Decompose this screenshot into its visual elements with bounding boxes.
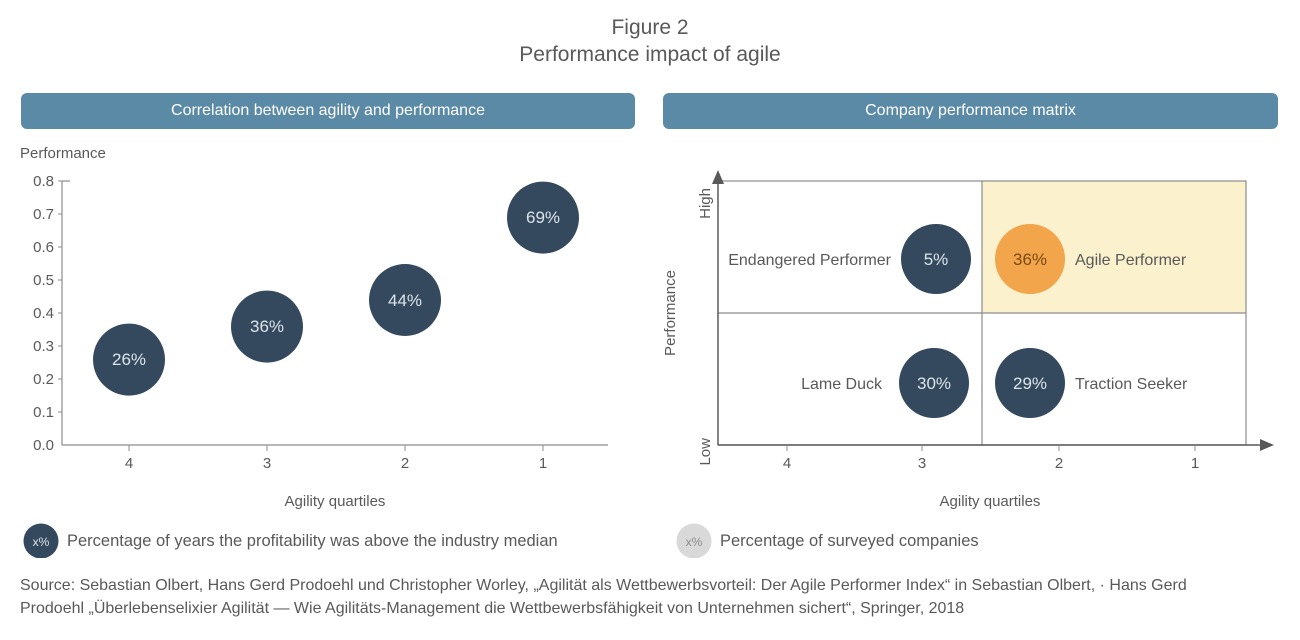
svg-text:0.2: 0.2 bbox=[33, 371, 54, 388]
svg-text:5%: 5% bbox=[924, 250, 949, 269]
svg-text:1: 1 bbox=[1191, 455, 1199, 472]
svg-text:Agility quartiles: Agility quartiles bbox=[940, 493, 1041, 510]
svg-text:36%: 36% bbox=[250, 317, 284, 336]
svg-text:0.0: 0.0 bbox=[33, 437, 54, 454]
svg-text:x%: x% bbox=[686, 535, 703, 549]
svg-text:0.4: 0.4 bbox=[33, 305, 54, 322]
svg-text:Performance: Performance bbox=[662, 270, 679, 356]
svg-text:Agile Performer: Agile Performer bbox=[1075, 252, 1187, 269]
svg-text:0.5: 0.5 bbox=[33, 272, 54, 289]
svg-text:0.8: 0.8 bbox=[33, 173, 54, 190]
svg-text:4: 4 bbox=[125, 455, 133, 472]
svg-text:Lame Duck: Lame Duck bbox=[801, 376, 883, 393]
svg-text:30%: 30% bbox=[917, 374, 951, 393]
svg-text:36%: 36% bbox=[1013, 250, 1047, 269]
svg-text:0.3: 0.3 bbox=[33, 338, 54, 355]
svg-text:Percentage of surveyed compani: Percentage of surveyed companies bbox=[720, 532, 979, 550]
svg-text:3: 3 bbox=[918, 455, 926, 472]
svg-text:Agility quartiles: Agility quartiles bbox=[285, 493, 386, 510]
svg-text:Percentage of years the profit: Percentage of years the profitability wa… bbox=[67, 532, 558, 550]
svg-text:0.6: 0.6 bbox=[33, 239, 54, 256]
svg-text:0.7: 0.7 bbox=[33, 206, 54, 223]
svg-text:29%: 29% bbox=[1013, 374, 1047, 393]
svg-text:Traction Seeker: Traction Seeker bbox=[1075, 376, 1188, 393]
svg-text:3: 3 bbox=[263, 455, 271, 472]
svg-text:Endangered Performer: Endangered Performer bbox=[728, 252, 891, 269]
svg-text:2: 2 bbox=[401, 455, 409, 472]
svg-text:1: 1 bbox=[539, 455, 547, 472]
svg-text:Low: Low bbox=[697, 438, 714, 466]
svg-text:High: High bbox=[697, 188, 714, 219]
svg-text:0.1: 0.1 bbox=[33, 404, 54, 421]
svg-text:44%: 44% bbox=[388, 291, 422, 310]
svg-text:x%: x% bbox=[33, 535, 50, 549]
svg-text:4: 4 bbox=[783, 455, 791, 472]
svg-text:26%: 26% bbox=[112, 350, 146, 369]
svg-text:2: 2 bbox=[1055, 455, 1063, 472]
svg-text:69%: 69% bbox=[526, 208, 560, 227]
